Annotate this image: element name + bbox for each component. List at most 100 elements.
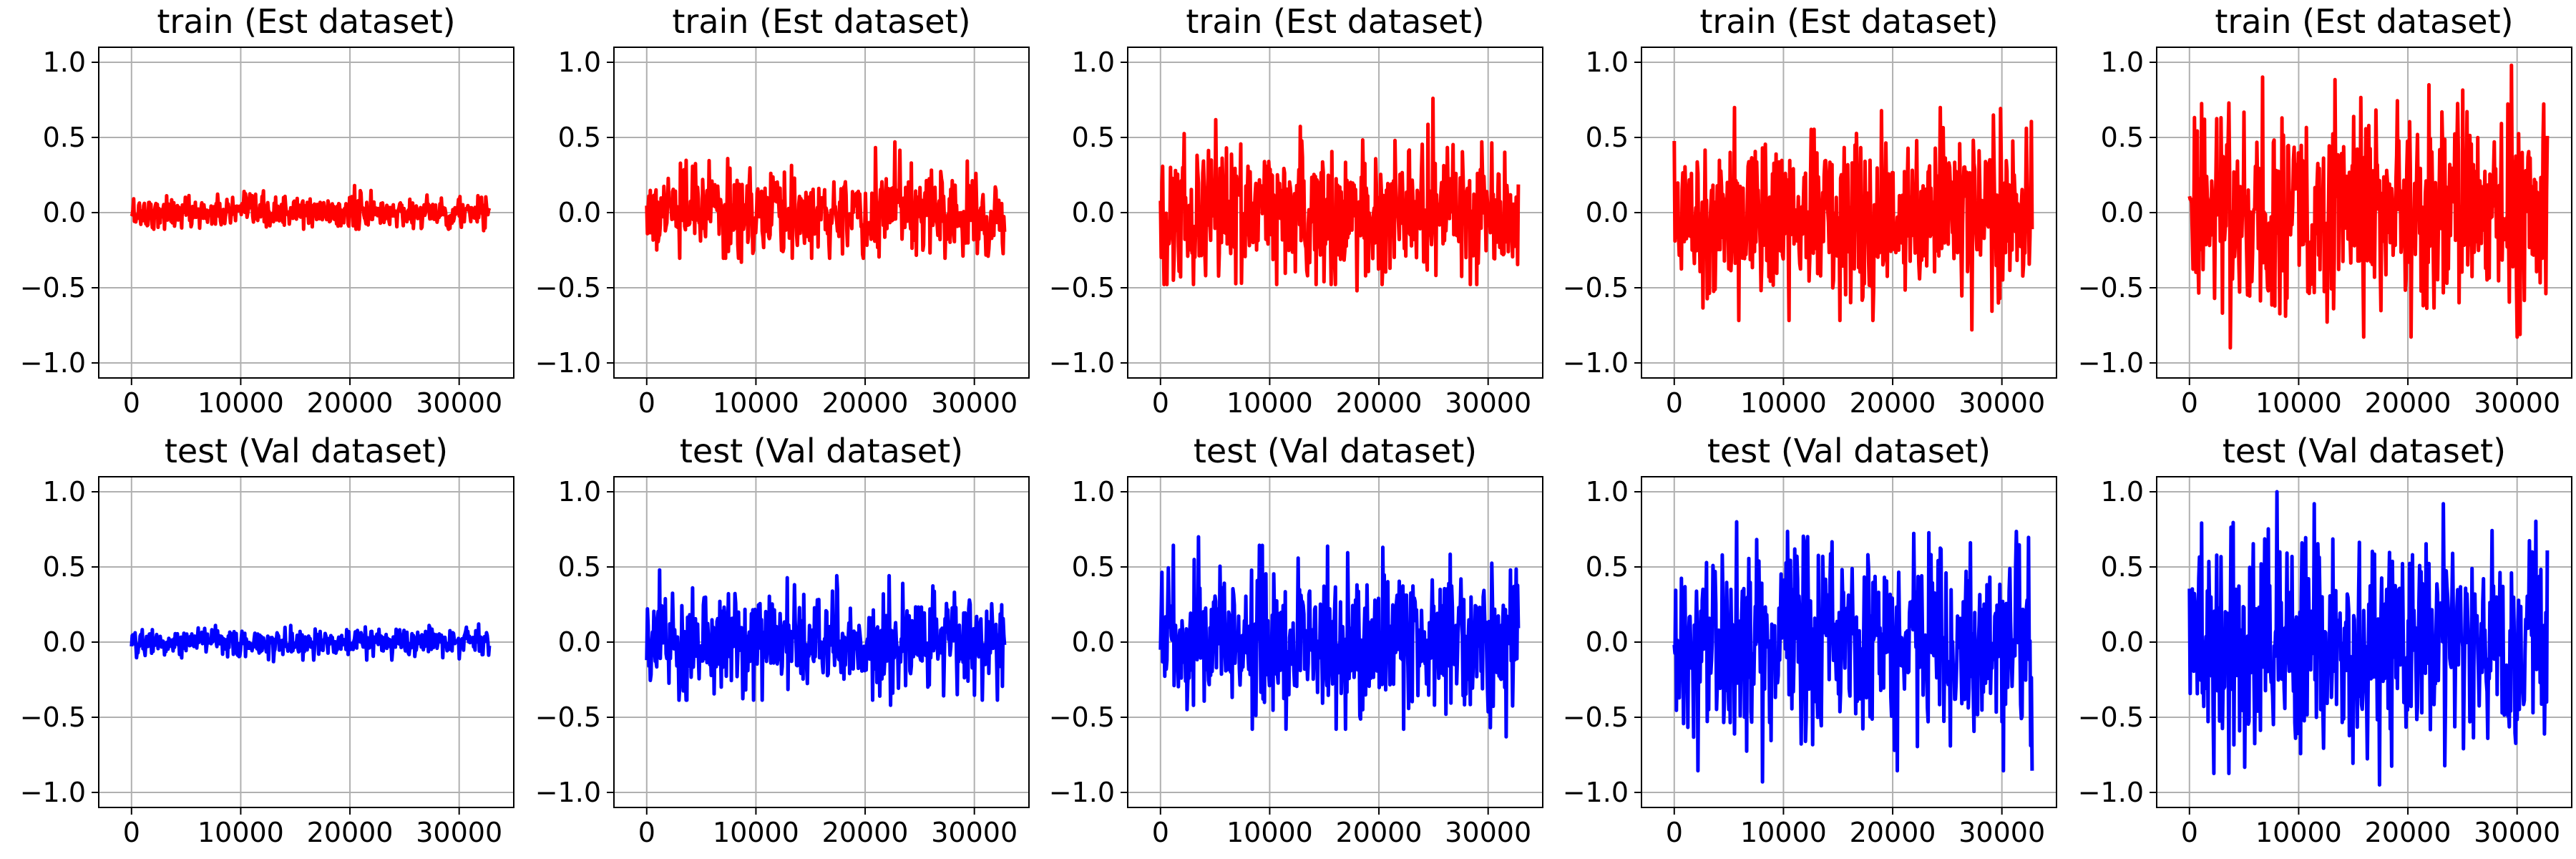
y-tick-label: 0.0 [558,197,601,228]
x-tick-label: 10000 [197,387,284,419]
y-tick-label: −0.5 [20,272,86,304]
y-tick-label: 0.5 [1586,122,1629,153]
x-tick-label: 10000 [713,817,799,848]
series-line [130,183,492,233]
y-tick-label: 0.0 [1586,626,1629,658]
series-line [1158,96,1521,293]
x-tick-label: 10000 [1226,817,1313,848]
subplot-row1-col4: 0 10000 20000 30000 −1.0 −0.5 0.0 0.5 1.0 train (… [1563,2,2057,419]
x-tick-label: 30000 [1958,817,2045,848]
y-tick-label: 0.0 [2101,626,2144,658]
y-tick-label: −0.5 [2078,702,2144,733]
subplot-title: train (Est dataset) [2215,2,2513,41]
x-tick-label: 0 [2181,387,2198,419]
x-tick-label: 20000 [2365,387,2451,419]
subplot-row2-col2: 0 10000 20000 30000 −1.0 −0.5 0.0 0.5 1.0 test (V… [535,432,1030,848]
x-tick-label: 30000 [931,387,1018,419]
subplot-title: test (Val dataset) [165,432,448,470]
x-tick-label: 0 [638,387,655,419]
x-tick-label: 20000 [1336,387,1423,419]
y-tick-label: 0.0 [1072,626,1115,658]
x-tick-label: 30000 [2474,817,2560,848]
x-tick-label: 0 [123,817,140,848]
y-tick-label: −0.5 [1049,702,1115,733]
x-tick-label: 10000 [197,817,284,848]
x-tick-label: 0 [638,817,655,848]
y-tick-label: 1.0 [2101,476,2144,508]
y-tick-label: 0.0 [43,626,86,658]
y-tick-label: 1.0 [1586,47,1629,78]
x-tick-label: 0 [1666,387,1683,419]
y-tick-label: −0.5 [1049,272,1115,304]
x-tick-label: 0 [123,387,140,419]
y-tick-label: 1.0 [2101,47,2144,78]
y-tick-label: 0.5 [43,122,86,153]
x-tick-label: 30000 [931,817,1018,848]
x-tick-label: 20000 [822,387,909,419]
y-tick-label: 0.5 [2101,122,2144,153]
subplot-row1-col1: 0 10000 20000 30000 −1.0 −0.5 0.0 0.5 1.0 train (… [20,2,514,419]
series-line [2187,63,2550,350]
y-tick-label: 1.0 [558,47,601,78]
y-tick-label: −0.5 [20,702,86,733]
y-tick-label: 0.5 [2101,551,2144,583]
y-tick-label: 0.5 [558,122,601,153]
series-line [645,568,1007,707]
y-tick-label: −1.0 [1049,777,1115,808]
series-line [1158,535,1521,739]
x-tick-label: 20000 [307,387,394,419]
series-line [1672,105,2034,332]
y-tick-label: 1.0 [43,47,86,78]
y-tick-label: 0.5 [43,551,86,583]
x-tick-label: 30000 [1445,817,1531,848]
x-tick-label: 30000 [1958,387,2045,419]
x-tick-label: 20000 [2365,817,2451,848]
subplot-title: train (Est dataset) [672,2,970,41]
y-tick-label: 0.0 [43,197,86,228]
y-tick-label: −0.5 [1563,272,1629,304]
y-tick-label: 0.0 [2101,197,2144,228]
y-tick-label: 0.5 [558,551,601,583]
x-tick-label: 20000 [822,817,909,848]
x-tick-label: 10000 [713,387,799,419]
x-tick-label: 0 [1666,817,1683,848]
y-tick-label: 1.0 [1072,476,1115,508]
subplot-title: test (Val dataset) [2223,432,2506,470]
series-line [1672,520,2034,784]
subplot-title: test (Val dataset) [1707,432,1991,470]
subplot-title: train (Est dataset) [1186,2,1484,41]
series-line [645,140,1007,264]
subplot-row1-col5: 0 10000 20000 30000 −1.0 −0.5 0.0 0.5 1.0 train (… [2078,2,2572,419]
y-tick-label: 1.0 [1586,476,1629,508]
y-tick-label: −1.0 [535,777,601,808]
x-tick-label: 20000 [307,817,394,848]
y-tick-label: −0.5 [2078,272,2144,304]
y-tick-label: −0.5 [1563,702,1629,733]
series-line [2187,490,2550,787]
y-tick-label: 1.0 [558,476,601,508]
y-tick-label: −1.0 [20,347,86,379]
y-tick-label: −1.0 [2078,347,2144,379]
y-tick-label: 0.0 [1586,197,1629,228]
subplot-row2-col4: 0 10000 20000 30000 −1.0 −0.5 0.0 0.5 1.0 test (V… [1563,432,2057,848]
x-tick-label: 30000 [416,817,502,848]
y-tick-label: 0.5 [1586,551,1629,583]
subplot-title: train (Est dataset) [1699,2,1998,41]
x-tick-label: 10000 [2255,817,2342,848]
subplot-title: train (Est dataset) [157,2,455,41]
x-tick-label: 10000 [1740,387,1827,419]
y-tick-label: −1.0 [1049,347,1115,379]
x-tick-label: 30000 [2474,387,2560,419]
x-tick-label: 20000 [1336,817,1423,848]
x-tick-label: 0 [2181,817,2198,848]
x-tick-label: 0 [1152,387,1169,419]
y-tick-label: 0.0 [1072,197,1115,228]
subplot-row2-col5: 0 10000 20000 30000 −1.0 −0.5 0.0 0.5 1.0 test (V… [2078,432,2572,848]
y-tick-label: 0.0 [558,626,601,658]
x-tick-label: 20000 [1850,817,1936,848]
subplot-row2-col3: 0 10000 20000 30000 −1.0 −0.5 0.0 0.5 1.0 test (V… [1049,432,1543,848]
subplot-title: test (Val dataset) [1194,432,1477,470]
y-tick-label: −0.5 [535,272,601,304]
